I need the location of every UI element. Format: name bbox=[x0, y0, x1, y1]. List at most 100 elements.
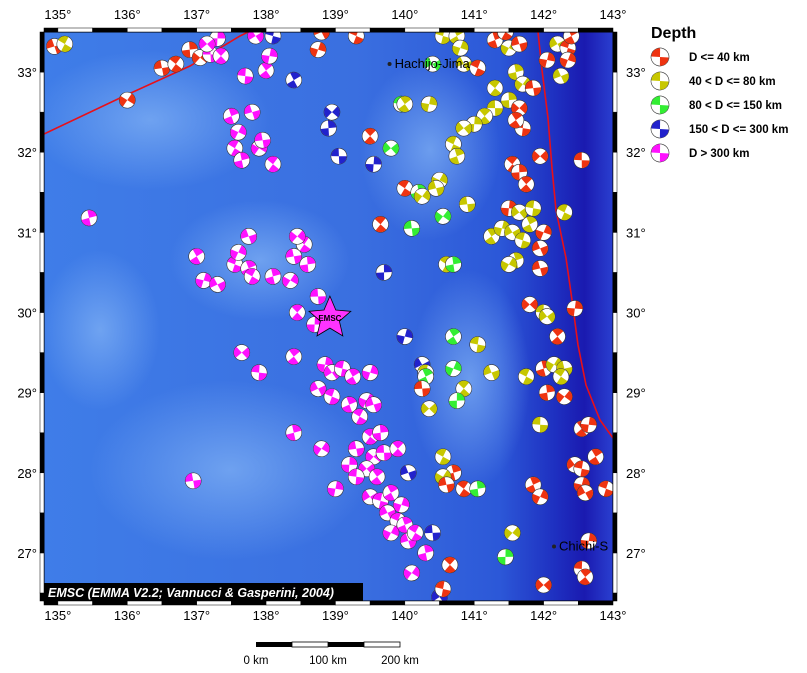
earthquake-event[interactable] bbox=[444, 255, 462, 273]
earthquake-event[interactable] bbox=[432, 445, 455, 468]
earthquake-event[interactable] bbox=[444, 327, 464, 347]
earthquake-event[interactable] bbox=[192, 269, 214, 291]
earthquake-event[interactable] bbox=[417, 544, 434, 562]
earthquake-event[interactable] bbox=[321, 385, 344, 408]
earthquake-event[interactable] bbox=[557, 49, 579, 71]
earthquake-event[interactable] bbox=[285, 247, 303, 265]
earthquake-event[interactable] bbox=[256, 60, 276, 80]
earthquake-event[interactable] bbox=[511, 35, 528, 53]
earthquake-event[interactable] bbox=[448, 147, 466, 165]
earthquake-event[interactable] bbox=[449, 37, 471, 59]
earthquake-event[interactable] bbox=[231, 342, 252, 363]
earthquake-event[interactable] bbox=[54, 33, 77, 56]
earthquake-event[interactable] bbox=[339, 455, 360, 476]
earthquake-event[interactable] bbox=[533, 574, 554, 595]
earthquake-event[interactable] bbox=[307, 38, 329, 60]
earthquake-event[interactable] bbox=[243, 103, 261, 121]
earthquake-event[interactable] bbox=[240, 228, 258, 245]
earthquake-event[interactable] bbox=[184, 472, 202, 490]
earthquake-event[interactable] bbox=[595, 478, 617, 500]
earthquake-event[interactable] bbox=[501, 522, 523, 544]
earthquake-event[interactable] bbox=[484, 77, 506, 99]
earthquake-event[interactable] bbox=[482, 226, 502, 246]
earthquake-event[interactable] bbox=[413, 379, 432, 398]
earthquake-event[interactable] bbox=[467, 334, 489, 356]
earthquake-event[interactable] bbox=[483, 364, 500, 381]
earthquake-event[interactable] bbox=[363, 154, 384, 175]
earthquake-event[interactable] bbox=[227, 121, 250, 144]
earthquake-event[interactable] bbox=[208, 275, 226, 293]
earthquake-event[interactable] bbox=[575, 567, 596, 588]
earthquake-event[interactable] bbox=[321, 101, 343, 123]
earthquake-event[interactable] bbox=[308, 287, 328, 307]
earthquake-event[interactable] bbox=[264, 268, 282, 285]
earthquake-event[interactable] bbox=[329, 146, 349, 166]
earthquake-event[interactable] bbox=[348, 405, 371, 428]
earthquake-event[interactable] bbox=[382, 483, 401, 502]
earthquake-event[interactable] bbox=[380, 522, 403, 545]
earthquake-event[interactable] bbox=[438, 476, 456, 494]
earthquake-event[interactable] bbox=[510, 162, 530, 182]
earthquake-event[interactable] bbox=[395, 94, 415, 114]
earthquake-event[interactable] bbox=[279, 269, 302, 292]
earthquake-event[interactable] bbox=[224, 137, 247, 160]
earthquake-event[interactable] bbox=[374, 443, 394, 463]
earthquake-event[interactable] bbox=[524, 79, 543, 98]
earthquake-event[interactable] bbox=[371, 423, 390, 442]
earthquake-event[interactable] bbox=[418, 398, 439, 419]
earthquake-event[interactable] bbox=[227, 241, 250, 264]
earthquake-event[interactable] bbox=[401, 562, 423, 584]
earthquake-event[interactable] bbox=[578, 414, 599, 435]
earthquake-event[interactable] bbox=[298, 255, 317, 274]
earthquake-event[interactable] bbox=[552, 67, 570, 85]
earthquake-event[interactable] bbox=[447, 391, 467, 411]
earthquake-event[interactable] bbox=[532, 221, 555, 244]
earthquake-event[interactable] bbox=[466, 57, 489, 80]
earthquake-event[interactable] bbox=[423, 523, 442, 542]
earthquake-event[interactable] bbox=[531, 240, 549, 257]
earthquake-event[interactable] bbox=[241, 265, 264, 288]
earthquake-event[interactable] bbox=[572, 150, 592, 170]
earthquake-event[interactable] bbox=[547, 326, 568, 347]
earthquake-event[interactable] bbox=[411, 185, 433, 207]
earthquake-event[interactable] bbox=[578, 530, 599, 551]
earthquake-event[interactable] bbox=[235, 66, 256, 87]
earthquake-event[interactable] bbox=[309, 380, 327, 398]
earthquake-event[interactable] bbox=[524, 476, 542, 494]
earthquake-event[interactable] bbox=[516, 174, 537, 195]
earthquake-event[interactable] bbox=[284, 346, 305, 367]
earthquake-event[interactable] bbox=[116, 89, 139, 112]
earthquake-event[interactable] bbox=[553, 386, 575, 408]
earthquake-event[interactable] bbox=[284, 71, 303, 90]
earthquake-event[interactable] bbox=[262, 153, 284, 175]
earthquake-event[interactable] bbox=[507, 63, 525, 81]
earthquake-event[interactable] bbox=[253, 131, 271, 149]
earthquake-event[interactable] bbox=[286, 302, 308, 324]
earthquake-event[interactable] bbox=[458, 195, 477, 214]
earthquake-event[interactable] bbox=[80, 209, 98, 227]
earthquake-event[interactable] bbox=[439, 554, 461, 576]
earthquake-event[interactable] bbox=[249, 362, 270, 383]
earthquake-event[interactable] bbox=[506, 110, 526, 130]
earthquake-event[interactable] bbox=[359, 125, 380, 146]
earthquake-event[interactable] bbox=[530, 414, 551, 435]
earthquake-event[interactable] bbox=[418, 93, 440, 115]
earthquake-event[interactable] bbox=[347, 440, 365, 458]
earthquake-event[interactable] bbox=[432, 205, 454, 227]
earthquake-event[interactable] bbox=[515, 365, 538, 388]
earthquake-event[interactable] bbox=[285, 424, 303, 442]
earthquake-event[interactable] bbox=[564, 298, 585, 319]
earthquake-event[interactable] bbox=[536, 49, 558, 71]
earthquake-event[interactable] bbox=[187, 247, 206, 266]
earthquake-event[interactable] bbox=[427, 179, 445, 197]
earthquake-event[interactable] bbox=[529, 145, 551, 167]
earthquake-event[interactable] bbox=[404, 522, 427, 545]
earthquake-event[interactable] bbox=[359, 361, 381, 383]
earthquake-event[interactable] bbox=[519, 294, 541, 316]
earthquake-event[interactable] bbox=[319, 119, 338, 138]
earthquake-event[interactable] bbox=[394, 326, 416, 348]
earthquake-event[interactable] bbox=[586, 447, 605, 466]
earthquake-event[interactable] bbox=[387, 438, 409, 460]
earthquake-event[interactable] bbox=[390, 494, 412, 516]
earthquake-event[interactable] bbox=[576, 484, 595, 503]
